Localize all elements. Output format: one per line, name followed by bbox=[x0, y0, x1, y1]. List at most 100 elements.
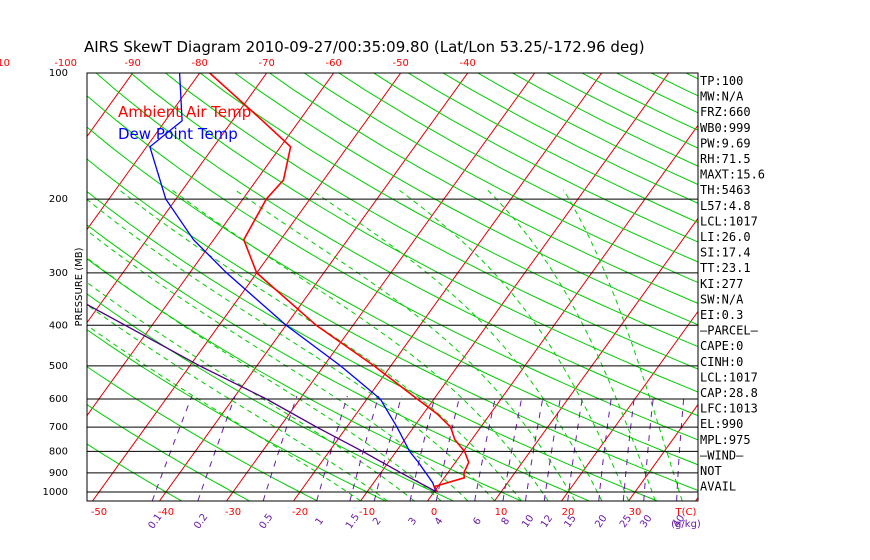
mixing-ratio-line bbox=[676, 395, 685, 501]
index-item: SI:17.4 bbox=[700, 246, 751, 260]
legend-dew-point-temp: Dew Point Temp bbox=[118, 125, 238, 143]
index-item: EI:0.3 bbox=[700, 308, 743, 322]
bottom-temp-tick: 30 bbox=[629, 507, 642, 518]
axes: 1002003004005006007008009001000PRESSURE … bbox=[0, 58, 701, 531]
moist-adiabat-line bbox=[487, 189, 656, 501]
dry-adiabat-line bbox=[199, 73, 698, 348]
index-item: TT:23.1 bbox=[700, 261, 751, 275]
bottom-temp-tick: -30 bbox=[225, 507, 241, 518]
top-temp-tick: -40 bbox=[460, 58, 476, 69]
moist-adiabat-line bbox=[87, 324, 361, 501]
index-item: TH:5463 bbox=[700, 183, 751, 197]
moist-adiabat-line bbox=[87, 257, 442, 501]
bottom-temp-tick: -40 bbox=[158, 507, 174, 518]
moist-adiabat-line bbox=[171, 189, 549, 501]
index-item: LCL:1017 bbox=[700, 214, 758, 228]
dry-adiabat-line bbox=[338, 73, 698, 263]
dry-adiabat-line bbox=[511, 73, 698, 167]
mixing-ratio-tick: 4 bbox=[433, 516, 446, 528]
mixing-ratio-line bbox=[622, 395, 635, 501]
mixing-ratio-line bbox=[316, 395, 348, 501]
dry-adiabat-line bbox=[87, 329, 386, 501]
mixing-ratio-line bbox=[435, 395, 461, 501]
mixing-ratio-tick: 10 bbox=[520, 513, 536, 530]
pressure-tick-label: 200 bbox=[49, 194, 68, 205]
mixing-ratio-line bbox=[373, 395, 403, 501]
index-item: LCL:1017 bbox=[700, 370, 758, 384]
dry-adiabat-line bbox=[87, 258, 522, 501]
index-item: WB0:999 bbox=[700, 121, 751, 135]
mixing-ratio-tick: 2 bbox=[371, 516, 384, 528]
chart-title: AIRS SkewT Diagram 2010-09-27/00:35:09.8… bbox=[84, 38, 645, 56]
dry-adiabat-line bbox=[130, 73, 698, 393]
isotherm-line bbox=[426, 124, 698, 501]
index-item: TP:100 bbox=[700, 74, 743, 88]
index-item: LI:26.0 bbox=[700, 230, 751, 244]
legend-ambient-air-temp: Ambient Air Temp bbox=[118, 103, 251, 121]
index-item: AVAIL bbox=[700, 480, 736, 494]
index-item: RH:71.5 bbox=[700, 152, 751, 166]
sounding-curves bbox=[87, 73, 470, 493]
isotherm-line bbox=[822, 53, 870, 512]
bottom-temp-tick: -50 bbox=[91, 507, 107, 518]
pressure-tick-label: 600 bbox=[49, 394, 68, 405]
isotherm-line bbox=[91, 73, 402, 501]
mixing-ratio-tick: 0.5 bbox=[257, 512, 275, 531]
isotherm-line bbox=[87, 73, 134, 138]
mixing-ratio-line bbox=[525, 395, 544, 501]
dry-adiabat-line bbox=[87, 404, 250, 501]
parcel-curve bbox=[87, 303, 438, 493]
isotherm-line bbox=[359, 73, 670, 501]
top-temp-tick: -50 bbox=[393, 58, 409, 69]
temperature-line bbox=[209, 73, 470, 493]
moist-adiabat-line bbox=[234, 189, 576, 501]
pressure-tick-label: 700 bbox=[49, 422, 68, 433]
index-item: LFC:1013 bbox=[700, 402, 758, 416]
isotherm-line bbox=[0, 53, 13, 512]
bottom-temp-tick: 20 bbox=[562, 507, 575, 518]
top-temp-tick: -100 bbox=[54, 58, 77, 69]
pressure-tick-label: 1000 bbox=[43, 487, 68, 498]
mixing-ratio-unit: (g/kg) bbox=[671, 519, 701, 530]
mixing-ratio-line bbox=[502, 395, 523, 501]
mixing-ratio-line bbox=[409, 395, 436, 501]
moist-adiabat-line bbox=[398, 189, 630, 501]
y-axis-label: PRESSURE (MB) bbox=[74, 247, 85, 326]
dry-adiabat-line bbox=[87, 293, 454, 501]
isotherm-line bbox=[292, 73, 603, 501]
dry-adiabat-line bbox=[234, 73, 698, 326]
mixing-ratio-line bbox=[543, 395, 562, 501]
bottom-temp-unit: T(C) bbox=[675, 507, 697, 518]
moist-adiabat-line bbox=[87, 304, 388, 501]
index-item: L57:4.8 bbox=[700, 199, 751, 213]
mixing-ratio-tick: 3 bbox=[407, 516, 420, 528]
isotherm-line bbox=[560, 310, 698, 501]
pressure-tick-label: 500 bbox=[49, 361, 68, 372]
mixing-ratio-line bbox=[567, 395, 584, 501]
index-item: PW:9.69 bbox=[700, 136, 751, 150]
mixing-ratio-tick: 0.2 bbox=[192, 512, 210, 531]
index-item: MW:N/A bbox=[700, 90, 744, 104]
dry-adiabat-line bbox=[476, 73, 698, 186]
pressure-tick-label: 800 bbox=[49, 446, 68, 457]
top-temp-tick: -90 bbox=[125, 58, 141, 69]
mixing-ratio-tick: 20 bbox=[593, 513, 609, 530]
isotherm-line bbox=[627, 403, 698, 501]
index-item: KI:277 bbox=[700, 277, 743, 291]
dry-adiabat-line bbox=[87, 443, 182, 501]
dry-adiabat-line bbox=[87, 95, 698, 441]
background-grid bbox=[0, 53, 870, 512]
plot-frame bbox=[86, 72, 699, 502]
index-item: –WIND– bbox=[700, 448, 744, 462]
top-temp-tick: -110 bbox=[0, 58, 10, 69]
isotherm-line bbox=[87, 73, 335, 417]
moist-adiabat-line bbox=[87, 281, 415, 501]
top-temp-tick: -70 bbox=[259, 58, 275, 69]
pressure-tick-label: 100 bbox=[49, 68, 68, 79]
top-temp-tick: -60 bbox=[326, 58, 342, 69]
dry-adiabat-line bbox=[372, 73, 698, 243]
dry-adiabat-line bbox=[268, 73, 698, 304]
index-item: CINH:0 bbox=[700, 355, 743, 369]
dry-adiabat-line bbox=[87, 224, 590, 501]
top-temp-tick: -80 bbox=[192, 58, 208, 69]
